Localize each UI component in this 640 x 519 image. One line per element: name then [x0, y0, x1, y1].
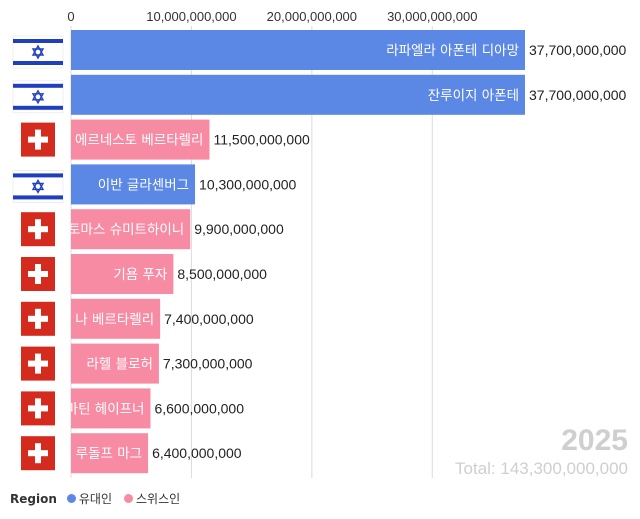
bar-category-label: 마틴 헤이프너 [66, 401, 145, 417]
legend-title: Region [10, 491, 57, 506]
bar-value-label: 9,900,000,000 [194, 221, 284, 237]
bar-value-label: 37,700,000,000 [529, 42, 627, 58]
bar [71, 298, 161, 339]
swiss-flag-icon [21, 436, 55, 471]
legend: Region 유대인 스위스인 [10, 490, 186, 507]
bar-category-label: 라헬 블로허 [87, 357, 153, 373]
israel-flag-icon [12, 80, 64, 114]
bar-category-label: 에르네스토 베르타렐리 [75, 133, 204, 149]
bar-value-label: 8,500,000,000 [177, 266, 267, 282]
bar [71, 343, 159, 384]
x-tick-label: 30,000,000,000 [387, 9, 477, 24]
bar-value-label: 6,400,000,000 [152, 445, 242, 461]
legend-item-jewish[interactable]: 유대인 [66, 490, 112, 507]
swiss-flag-icon [21, 301, 55, 336]
year-label: 2025 [561, 424, 628, 457]
bar-category-label: 라파엘라 아폰테 디아망 [386, 43, 519, 59]
bar-value-label: 11,500,000,000 [213, 132, 309, 148]
bar-value-label: 37,700,000,000 [529, 87, 627, 103]
swiss-flag-icon [21, 391, 55, 426]
total-label: Total: 143,300,000,000 [455, 459, 628, 478]
swiss-flag-icon [21, 122, 55, 157]
legend-item-swiss[interactable]: 스위스인 [124, 490, 180, 507]
bar-category-label: 토마스 슈미트하이니 [68, 222, 184, 238]
israel-flag-icon [12, 35, 64, 69]
bar [71, 254, 174, 294]
legend-label-jewish: 유대인 [78, 492, 112, 506]
bar-value-label: 7,300,000,000 [163, 356, 253, 372]
bar-category-label: 잔루이지 아폰테 [428, 88, 519, 104]
bar-value-label: 10,300,000,000 [199, 176, 297, 192]
bar-category-label: 루돌프 마그 [76, 446, 142, 462]
bar-value-label: 6,600,000,000 [154, 400, 244, 416]
israel-flag-icon [12, 170, 64, 203]
bar [71, 164, 196, 205]
bar-category-label: 나 베르타렐리 [75, 312, 154, 328]
bar [71, 74, 525, 115]
legend-swatch-swiss [124, 494, 133, 503]
x-tick-label: 20,000,000,000 [267, 9, 357, 24]
bar [71, 30, 525, 70]
bar [71, 388, 151, 429]
bar-category-label: 이반 글라센버그 [98, 177, 189, 193]
bar [71, 433, 149, 474]
swiss-flag-icon [21, 212, 55, 247]
x-tick-label: 10,000,000,000 [146, 9, 236, 24]
legend-swatch-jewish [66, 494, 76, 503]
swiss-flag-icon [21, 257, 55, 291]
x-tick-label: 0 [67, 9, 74, 24]
bar-category-label: 기욤 푸자 [113, 267, 168, 283]
swiss-flag-icon [21, 346, 55, 381]
legend-label-swiss: 스위스인 [136, 492, 181, 506]
bar [71, 119, 210, 160]
bar-value-label: 7,400,000,000 [164, 311, 254, 327]
bar [71, 209, 191, 250]
